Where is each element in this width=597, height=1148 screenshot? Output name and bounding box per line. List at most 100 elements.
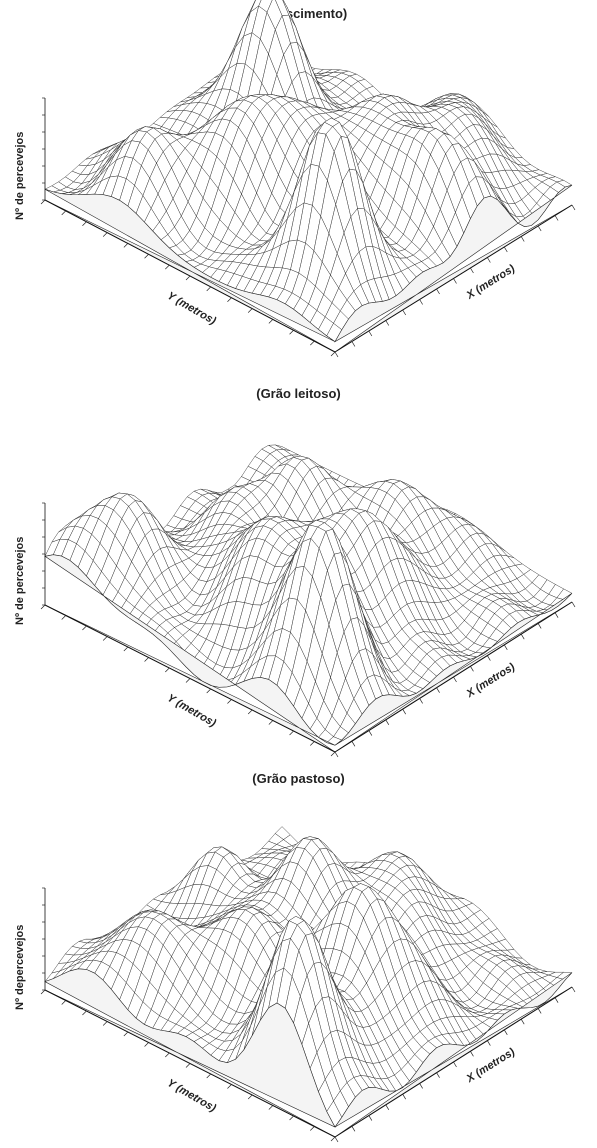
- x-tick: [554, 612, 559, 618]
- y-tick: [289, 330, 294, 335]
- y-tick: [227, 1084, 232, 1089]
- x-tick: [334, 751, 339, 758]
- y-tick: [102, 1021, 108, 1026]
- x-tick: [436, 288, 440, 295]
- front-skirt-y: [44, 554, 336, 753]
- y-tick: [165, 667, 170, 673]
- x-tick: [537, 1008, 542, 1014]
- y-tick: [123, 1031, 129, 1037]
- x-tick: [419, 698, 423, 704]
- x-tick: [554, 215, 559, 221]
- x-tick: [351, 741, 356, 747]
- y-tick: [310, 741, 315, 746]
- y-tick: [144, 1042, 149, 1047]
- y-tick: [247, 1094, 253, 1100]
- x-tick: [385, 719, 390, 726]
- y-tick: [185, 678, 191, 683]
- x-tick: [368, 1115, 373, 1121]
- x-tick: [419, 1083, 423, 1089]
- x-tick: [351, 341, 356, 347]
- y-tick: [102, 232, 108, 237]
- y-axis-label: Y (metros): [165, 290, 218, 328]
- x-tick: [385, 1104, 390, 1111]
- surface-plot: Nº depercevejos X (metros) Y (metros): [14, 826, 576, 1143]
- y-tick: [330, 1136, 336, 1142]
- y-tick: [165, 264, 170, 270]
- x-tick: [402, 708, 407, 715]
- x-tick: [453, 676, 457, 683]
- y-tick: [268, 319, 274, 324]
- x-tick: [334, 351, 339, 358]
- front-skirt-x: [334, 593, 573, 753]
- y-axis-label: Y (metros): [165, 1077, 218, 1115]
- axis-ticks: [40, 502, 576, 758]
- surface-plot: Nº de percevejos X (metros) Y (metros): [14, 0, 576, 358]
- x-tick: [453, 278, 457, 284]
- y-tick: [247, 308, 253, 313]
- x-axis-label: X (metros): [464, 1046, 518, 1086]
- y-tick: [268, 720, 274, 725]
- y-tick: [206, 1073, 211, 1079]
- y-axis-label: Y (metros): [165, 692, 218, 730]
- y-tick: [82, 1010, 87, 1016]
- x-tick: [487, 1040, 491, 1046]
- y-tick: [165, 1052, 170, 1058]
- y-tick: [289, 730, 294, 736]
- y-tick: [144, 657, 149, 662]
- y-tick: [268, 1105, 274, 1110]
- surface-panel-florescimento: (Florescimento) Nº de percevejos X (metro…: [0, 0, 597, 380]
- y-tick: [289, 1115, 294, 1121]
- x-tick: [402, 309, 407, 316]
- panel-title: (Grão pastoso): [252, 771, 345, 786]
- x-tick: [419, 299, 423, 305]
- x-axis-label: X (metros): [464, 661, 518, 701]
- x-tick: [402, 1093, 407, 1100]
- y-tick: [123, 243, 129, 248]
- y-tick: [206, 286, 211, 292]
- y-tick: [82, 221, 87, 226]
- z-axis-label: Nº de percevejos: [14, 132, 26, 220]
- surface-mesh: [44, 444, 573, 746]
- y-tick: [185, 1063, 191, 1068]
- axis-ticks: [40, 887, 576, 1143]
- y-tick: [61, 210, 66, 216]
- front-skirt-x: [334, 972, 573, 1138]
- x-tick: [571, 601, 576, 608]
- y-tick: [144, 254, 149, 259]
- y-tick: [40, 199, 46, 205]
- x-tick: [520, 236, 525, 242]
- x-tick: [554, 997, 559, 1003]
- y-tick: [227, 699, 232, 704]
- x-tick: [334, 1136, 339, 1143]
- x-tick: [571, 204, 576, 211]
- x-tick: [436, 687, 440, 693]
- y-tick: [227, 297, 232, 302]
- y-tick: [310, 340, 315, 346]
- x-tick: [368, 730, 373, 736]
- y-tick: [61, 615, 66, 620]
- y-tick: [61, 1000, 66, 1005]
- x-tick: [470, 1051, 474, 1057]
- x-tick: [520, 633, 525, 640]
- x-tick: [503, 644, 508, 651]
- y-tick: [102, 636, 108, 641]
- surface-panel-grao-pastoso: (Grão pastoso) Nº depercevejos X (metros)…: [0, 765, 597, 1148]
- y-tick: [123, 646, 129, 652]
- front-skirt-y: [44, 968, 336, 1138]
- x-tick: [470, 666, 474, 672]
- z-axis-label: Nº depercevejos: [14, 925, 26, 1010]
- x-tick: [503, 1029, 508, 1036]
- x-tick: [436, 1072, 440, 1078]
- x-tick: [487, 257, 491, 263]
- surface-plot: Nº de percevejos X (metros) Y (metros): [14, 444, 576, 758]
- y-tick: [310, 1126, 315, 1131]
- front-skirt-x: [334, 184, 573, 353]
- x-tick: [537, 225, 542, 232]
- y-tick: [82, 625, 87, 631]
- x-tick: [351, 1126, 356, 1132]
- x-tick: [453, 1061, 457, 1068]
- surface-panel-grao-leitoso: (Grão leitoso) Nº de percevejos X (metros…: [0, 380, 597, 765]
- x-axis-label: X (metros): [464, 263, 518, 303]
- front-skirt-y: [44, 188, 336, 353]
- x-tick: [385, 320, 390, 326]
